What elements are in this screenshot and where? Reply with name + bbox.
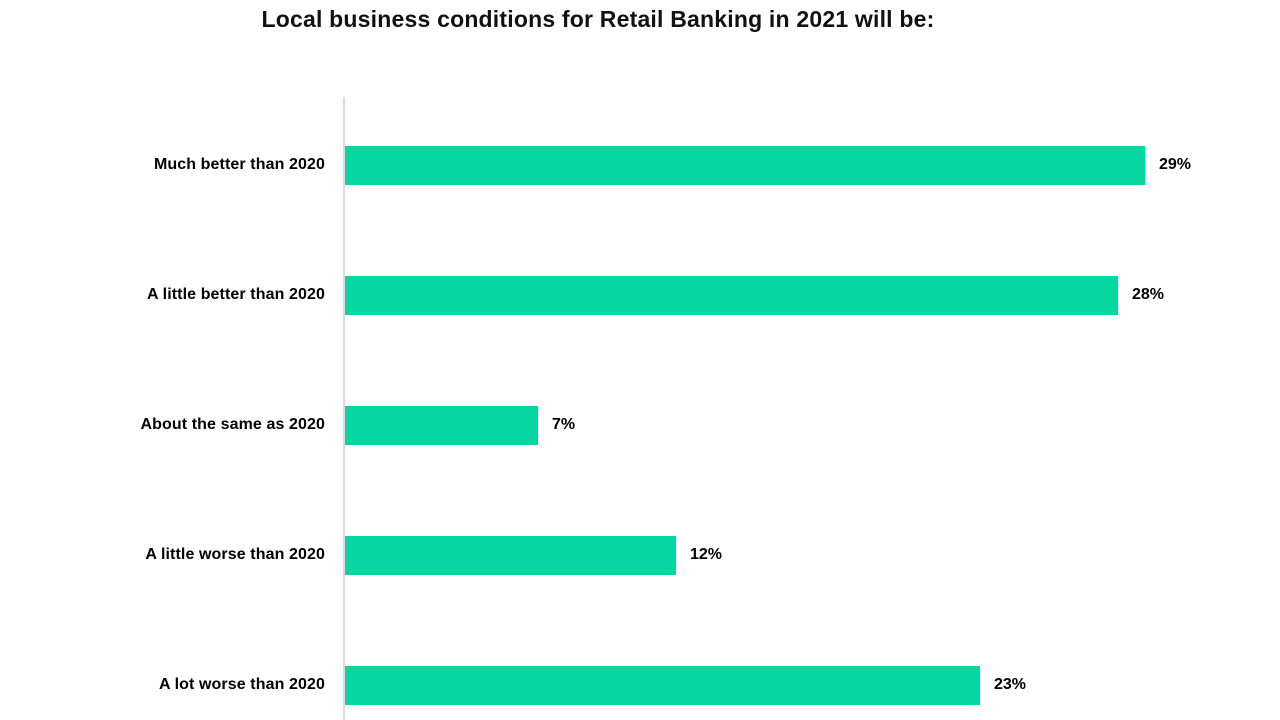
y-axis-line	[343, 97, 345, 720]
category-label: A little better than 2020	[147, 286, 325, 303]
bar-rows: Much better than 2020 29% A little better …	[0, 100, 1280, 720]
chart-title: Local business conditions for Retail Ban…	[261, 6, 935, 32]
bar-area: 23%	[345, 665, 1027, 705]
bar-area: 28%	[345, 275, 1165, 315]
bar	[345, 665, 980, 705]
bar	[345, 275, 1118, 315]
bar-row: A little worse than 2020 12%	[0, 490, 1280, 620]
bar-area: 7%	[345, 405, 576, 445]
bar-row: A lot worse than 2020 23%	[0, 620, 1280, 720]
bar-row: A little better than 2020 28%	[0, 230, 1280, 360]
value-label: 12%	[690, 546, 723, 563]
bar-area: 29%	[345, 145, 1192, 185]
category-label: Much better than 2020	[153, 156, 325, 173]
value-label: 28%	[1132, 286, 1165, 303]
value-label: 7%	[552, 416, 576, 433]
bar-row: About the same as 2020 7%	[0, 360, 1280, 490]
category-label: A lot worse than 2020	[159, 676, 325, 693]
bar-row: Much better than 2020 29%	[0, 100, 1280, 230]
bar	[345, 405, 538, 445]
value-label: 29%	[1159, 156, 1192, 173]
category-label: About the same as 2020	[140, 416, 325, 433]
bar-area: 12%	[345, 535, 723, 575]
category-label: A little worse than 2020	[145, 546, 325, 563]
value-label: 23%	[994, 676, 1027, 693]
bar	[345, 145, 1145, 185]
bar	[345, 535, 676, 575]
